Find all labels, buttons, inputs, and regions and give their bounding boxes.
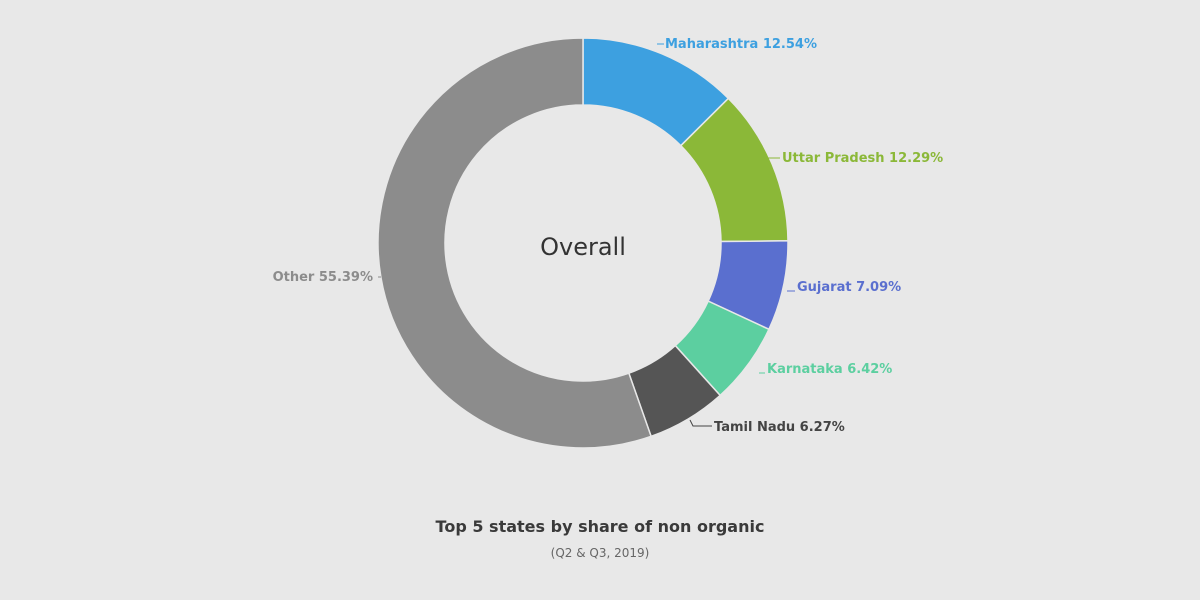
leader-lines-group [378, 43, 795, 427]
slice-label-karnataka: Karnataka 6.42% [767, 362, 892, 377]
chart-subtitle: (Q2 & Q3, 2019) [550, 546, 650, 560]
slice-other [377, 37, 653, 449]
center-label: Overall [540, 233, 626, 261]
slice-label-other: Other 55.39% [273, 270, 373, 285]
chart-title: Top 5 states by share of non organic [435, 517, 765, 536]
leader-line-tamil-nadu [689, 419, 712, 427]
slice-label-gujarat: Gujarat 7.09% [797, 280, 901, 295]
slices-group [377, 37, 789, 449]
slice-label-maharashtra: Maharashtra 12.54% [665, 37, 817, 52]
slice-labels-group: Maharashtra 12.54% Uttar Pradesh 12.29% Gu… [273, 37, 944, 435]
slice-label-uttar-pradesh: Uttar Pradesh 12.29% [782, 151, 943, 166]
slice-label-tamil-nadu: Tamil Nadu 6.27% [714, 420, 845, 435]
